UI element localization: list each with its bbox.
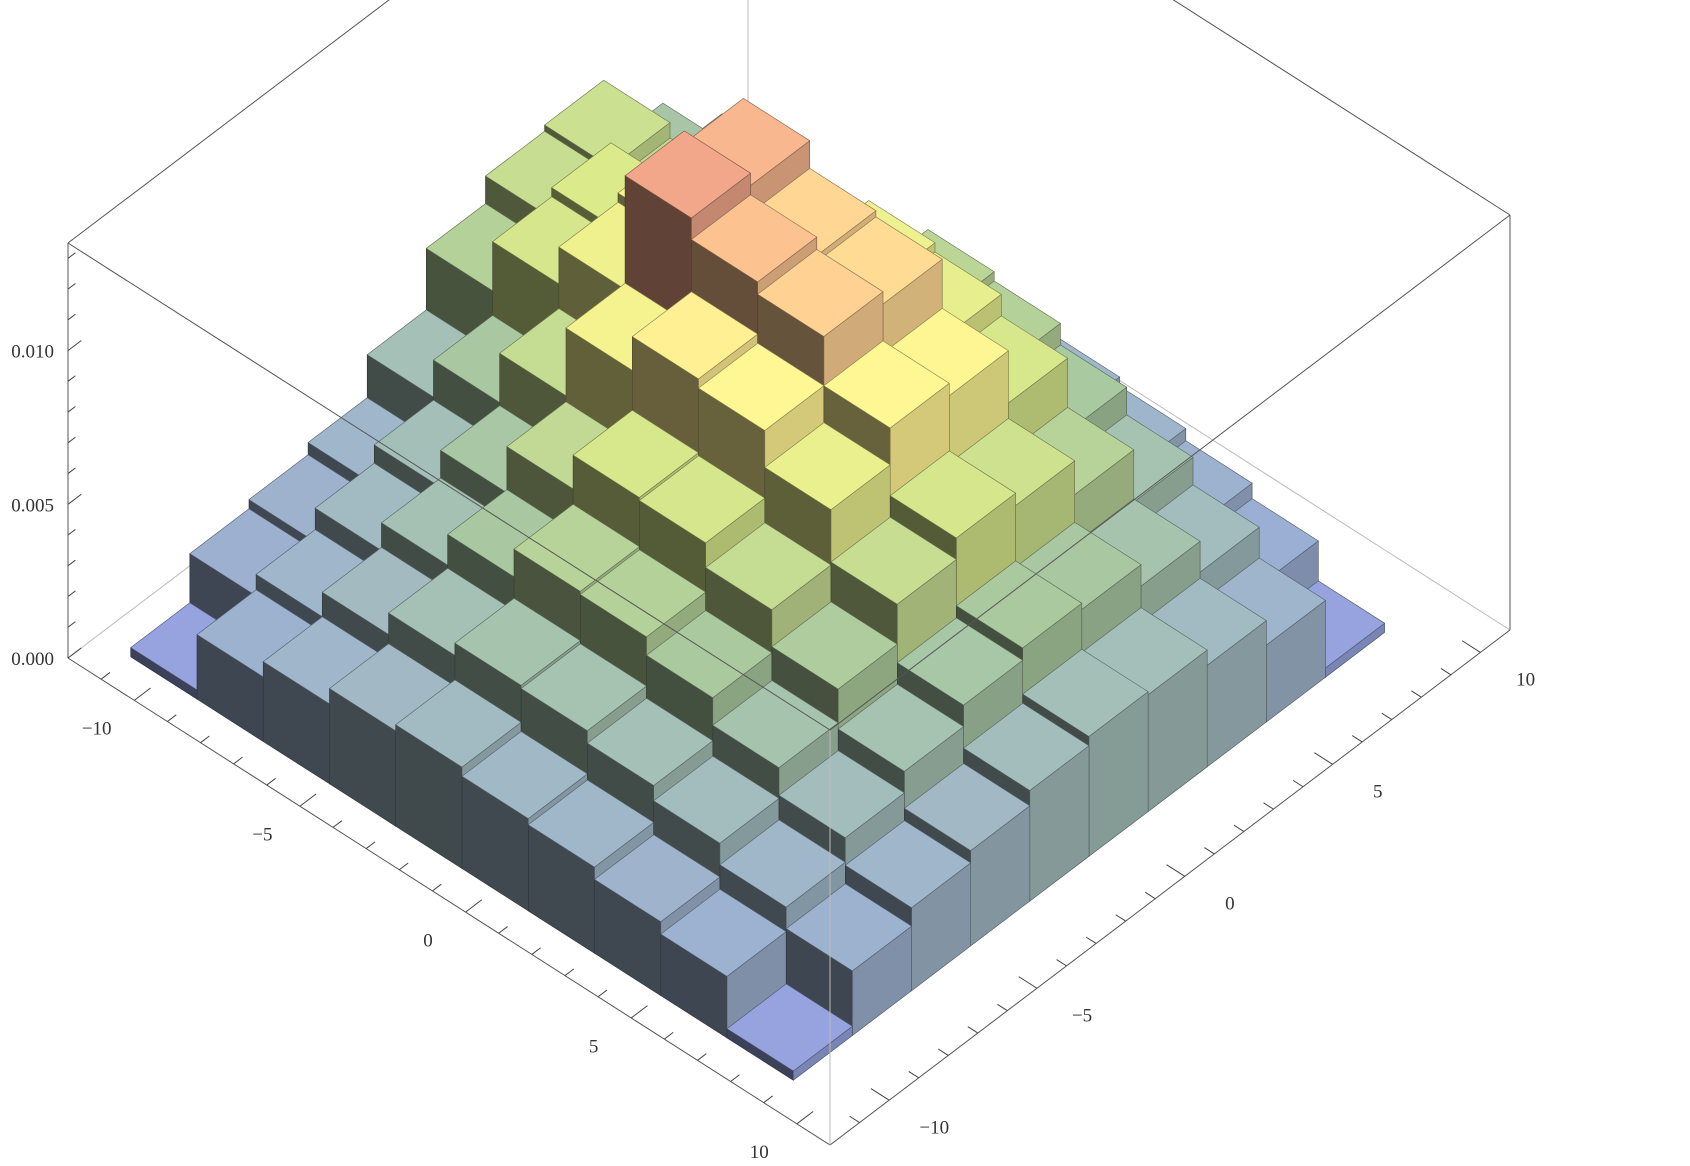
x-tick: [167, 714, 177, 722]
y-tick: [1056, 959, 1067, 967]
y-tick: [1115, 914, 1126, 922]
z-tick-label: 0.005: [11, 495, 54, 516]
z-tick: [67, 313, 76, 321]
x-tick: [630, 1005, 648, 1019]
box-edge-front-0: [67, 657, 831, 1146]
x-tick: [299, 793, 317, 807]
bars-group: [130, 79, 1386, 1081]
y-tick: [1381, 712, 1393, 720]
y-tick-label: 10: [1516, 670, 1535, 691]
box-edge-front-7: [829, 214, 1511, 731]
x-tick: [498, 926, 508, 934]
x-tick-label: −10: [82, 719, 112, 740]
y-tick: [1292, 779, 1304, 788]
z-tick: [67, 406, 76, 413]
z-tick: [67, 529, 76, 536]
z-tick: [67, 375, 76, 382]
x-tick: [100, 672, 111, 680]
histogram-bar: [660, 888, 787, 1039]
y-tick: [1461, 640, 1481, 653]
y-tick: [1233, 824, 1245, 832]
axis-ticks: −10 −5 0 5 10 −10 −5 0 5 10 0.000 0.005 0.010: [11, 252, 1535, 1163]
x-tick: [531, 947, 541, 955]
z-tick-label: 0.010: [11, 342, 54, 363]
x-tick: [399, 862, 409, 871]
y-tick: [1263, 802, 1274, 810]
z-tick: [67, 467, 76, 474]
z-tick: [67, 647, 82, 659]
x-tick: [233, 756, 243, 765]
x-tick: [796, 1111, 814, 1125]
x-tick: [597, 989, 608, 998]
y-tick: [1166, 864, 1186, 877]
y-tick: [1314, 752, 1333, 765]
z-tick: [67, 252, 76, 259]
box-edge-front-5: [67, 0, 390, 244]
y-tick: [1018, 976, 1038, 989]
y-tick: [1440, 668, 1452, 676]
x-tick-label: 10: [750, 1142, 769, 1163]
y-tick: [1411, 690, 1422, 698]
x-tick: [332, 820, 343, 828]
y-tick: [1085, 936, 1097, 944]
z-tick: [67, 621, 76, 628]
z-tick-label: 0.000: [11, 649, 54, 670]
x-tick: [365, 841, 376, 849]
bounding-box-front: [67, 0, 1511, 1146]
box-edge-front-1: [829, 629, 1511, 1146]
y-tick: [938, 1048, 949, 1056]
z-tick: [67, 340, 82, 351]
x-tick: [200, 735, 210, 744]
box-edge-front-8: [67, 242, 831, 731]
z-tick: [67, 493, 82, 505]
z-tick: [67, 590, 76, 597]
y-tick-label: −10: [919, 1117, 949, 1138]
y-tick-label: 5: [1373, 782, 1383, 803]
y-tick-label: 0: [1225, 893, 1235, 914]
histogram-bar: [785, 883, 913, 1037]
z-tick: [67, 436, 76, 444]
z-tick: [67, 559, 76, 567]
x-tick: [465, 899, 483, 913]
x-tick-label: −5: [252, 825, 272, 846]
histogram-bar: [726, 983, 853, 1081]
x-tick-label: 5: [589, 1036, 599, 1057]
x-tick: [133, 687, 151, 701]
y-tick: [1351, 735, 1363, 743]
x-tick: [266, 777, 276, 786]
y-tick: [1145, 891, 1156, 900]
y-tick: [967, 1026, 979, 1034]
x-tick: [564, 968, 575, 977]
y-tick: [1204, 847, 1215, 855]
y-tick: [870, 1088, 890, 1101]
y-tick: [997, 1003, 1008, 1012]
x-tick: [697, 1053, 707, 1061]
z-tick: [67, 283, 76, 290]
y-tick-label: −5: [1072, 1005, 1092, 1026]
y-tick: [908, 1071, 919, 1079]
x-tick-label: 0: [423, 930, 433, 951]
x-tick: [664, 1032, 674, 1040]
box-edge-front-6: [1172, 0, 1511, 216]
x-tick: [763, 1095, 773, 1104]
x-tick: [432, 883, 442, 892]
x-tick: [730, 1074, 740, 1082]
y-tick: [849, 1115, 860, 1124]
